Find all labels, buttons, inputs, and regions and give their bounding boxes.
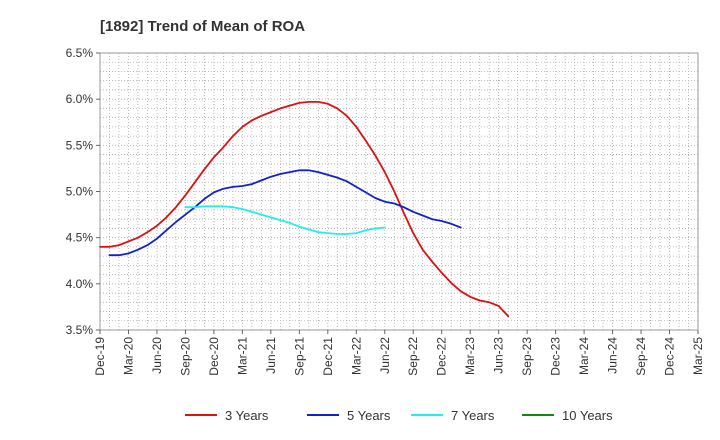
x-tick-label: Jun-22 xyxy=(378,337,392,374)
x-tick-label: Sep-22 xyxy=(406,337,420,376)
y-tick-label: 3.5% xyxy=(66,323,94,337)
series-line-5-years xyxy=(108,169,462,257)
x-tick-label: Dec-19 xyxy=(93,337,107,376)
legend-label: 10 Years xyxy=(562,408,613,423)
series-lines xyxy=(99,101,510,318)
legend-label: 7 Years xyxy=(451,408,495,423)
x-tick-label: Mar-21 xyxy=(235,337,249,375)
x-tick-label: Sep-23 xyxy=(520,337,534,376)
plot-area xyxy=(99,52,699,331)
x-tick-label: Dec-21 xyxy=(321,337,335,376)
chart-title: [1892] Trend of Mean of ROA xyxy=(100,18,305,35)
series-line-3-years xyxy=(99,101,510,318)
x-tick-label: Dec-20 xyxy=(207,337,221,376)
x-tick-label: Dec-23 xyxy=(549,337,563,376)
x-tick-label: Jun-21 xyxy=(264,337,278,374)
x-tick-label: Jun-24 xyxy=(606,337,620,374)
x-tick-label: Mar-24 xyxy=(577,337,591,375)
y-tick-label: 4.5% xyxy=(66,231,94,245)
x-tick-label: Dec-24 xyxy=(663,337,677,376)
x-tick-label: Sep-21 xyxy=(292,337,306,376)
x-axis: Dec-19 Mar-20 Jun-20 Sep-20 Dec-20 Mar-21 Jun-… xyxy=(93,330,705,376)
x-tick-label: Mar-23 xyxy=(463,337,477,375)
y-tick-label: 6.5% xyxy=(66,46,94,60)
y-tick-label: 5.5% xyxy=(66,138,94,152)
legend-label: 5 Years xyxy=(347,408,391,423)
y-tick-label: 4.0% xyxy=(66,277,94,291)
x-tick-label: Sep-24 xyxy=(634,337,648,376)
legend: 3 Years 5 Years 7 Years 10 Years xyxy=(185,408,613,423)
y-axis: 3.5% 4.0% 4.5% 5.0% 5.5% 6.0% 6.5% xyxy=(66,46,100,337)
x-tick-label: Jun-20 xyxy=(150,337,164,374)
x-tick-label: Mar-25 xyxy=(691,337,705,375)
series-line-7-years xyxy=(184,205,386,235)
x-tick-label: Dec-22 xyxy=(435,337,449,376)
x-tick-label: Jun-23 xyxy=(492,337,506,374)
x-tick-label: Mar-22 xyxy=(349,337,363,375)
x-tick-label: Mar-20 xyxy=(121,337,135,375)
y-tick-label: 6.0% xyxy=(66,92,94,106)
grid-lines xyxy=(100,53,698,330)
y-tick-label: 5.0% xyxy=(66,185,94,199)
x-tick-label: Sep-20 xyxy=(178,337,192,376)
legend-label: 3 Years xyxy=(225,408,269,423)
